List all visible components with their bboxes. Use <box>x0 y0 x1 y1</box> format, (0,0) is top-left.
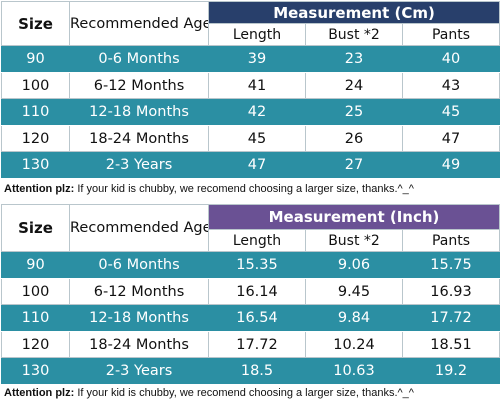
size-table-inch: Size Recommended Age Measurement (Inch) … <box>1 204 500 385</box>
pants-cell: 15.75 <box>401 251 500 279</box>
pants-cell: 17.72 <box>401 304 500 332</box>
recommended-age-header: Recommended Age <box>69 1 209 46</box>
size-cell: 110 <box>1 98 70 126</box>
table-row: 90 0-6 Months 15.35 9.06 15.75 <box>1 251 500 279</box>
bust-header: Bust *2 <box>305 229 403 252</box>
age-cell: 0-6 Months <box>69 251 209 279</box>
measurement-header: Measurement (Inch) <box>207 204 500 230</box>
bust-cell: 25 <box>305 98 403 126</box>
measurement-header: Measurement (Cm) <box>207 1 500 24</box>
age-cell: 6-12 Months <box>69 278 209 305</box>
size-cell: 120 <box>1 331 70 358</box>
size-cell: 90 <box>1 251 70 279</box>
size-header: Size <box>1 204 70 252</box>
age-cell: 2-3 Years <box>69 357 209 385</box>
attention-label: Attention plz: <box>4 183 75 195</box>
attention-label: Attention plz: <box>4 387 75 399</box>
length-cell: 42 <box>208 98 306 126</box>
size-cell: 100 <box>1 278 70 305</box>
pants-cell: 43 <box>401 72 500 99</box>
length-cell: 16.14 <box>208 278 306 305</box>
table-row: 130 2-3 Years 18.5 10.63 19.2 <box>1 357 500 385</box>
bust-cell: 10.63 <box>305 357 403 385</box>
age-cell: 6-12 Months <box>69 72 209 99</box>
table-row: 130 2-3 Years 47 27 49 <box>1 151 500 179</box>
age-cell: 18-24 Months <box>69 125 209 152</box>
recommended-age-header: Recommended Age <box>69 204 209 252</box>
bust-header: Bust *2 <box>305 23 403 46</box>
length-cell: 15.35 <box>208 251 306 279</box>
size-cell: 130 <box>1 357 70 385</box>
bust-cell: 27 <box>305 151 403 179</box>
pants-cell: 45 <box>401 98 500 126</box>
size-cell: 130 <box>1 151 70 179</box>
pants-cell: 47 <box>401 125 500 152</box>
length-cell: 39 <box>208 45 306 73</box>
age-cell: 12-18 Months <box>69 304 209 332</box>
size-table-cm: Size Recommended Age Measurement (Cm) Le… <box>1 1 500 179</box>
length-header: Length <box>208 229 306 252</box>
size-cell: 90 <box>1 45 70 73</box>
table-row: 100 6-12 Months 41 24 43 <box>1 72 500 99</box>
table-row: 110 12-18 Months 42 25 45 <box>1 98 500 126</box>
attention-text: If your kid is chubby, we recomend choos… <box>74 387 414 399</box>
bust-cell: 10.24 <box>305 331 403 358</box>
size-header: Size <box>1 1 70 46</box>
bust-cell: 9.45 <box>305 278 403 305</box>
age-cell: 18-24 Months <box>69 331 209 358</box>
length-header: Length <box>208 23 306 46</box>
pants-header: Pants <box>401 23 500 46</box>
table-row: 120 18-24 Months 45 26 47 <box>1 125 500 152</box>
bust-cell: 24 <box>305 72 403 99</box>
attention-text: If your kid is chubby, we recomend choos… <box>74 183 414 195</box>
pants-cell: 40 <box>401 45 500 73</box>
length-cell: 16.54 <box>208 304 306 332</box>
size-chart-inch: Size Recommended Age Measurement (Inch) … <box>1 204 500 385</box>
table-row: 90 0-6 Months 39 23 40 <box>1 45 500 73</box>
pants-header: Pants <box>401 229 500 252</box>
bust-cell: 9.84 <box>305 304 403 332</box>
bust-cell: 23 <box>305 45 403 73</box>
pants-cell: 19.2 <box>401 357 500 385</box>
age-cell: 2-3 Years <box>69 151 209 179</box>
size-chart-cm: Size Recommended Age Measurement (Cm) Le… <box>1 1 500 179</box>
size-cell: 110 <box>1 304 70 332</box>
size-cell: 100 <box>1 72 70 99</box>
size-cell: 120 <box>1 125 70 152</box>
table-row: 100 6-12 Months 16.14 9.45 16.93 <box>1 278 500 305</box>
pants-cell: 18.51 <box>401 331 500 358</box>
age-cell: 12-18 Months <box>69 98 209 126</box>
attention-note: Attention plz: If your kid is chubby, we… <box>4 387 414 399</box>
pants-cell: 49 <box>401 151 500 179</box>
length-cell: 47 <box>208 151 306 179</box>
pants-cell: 16.93 <box>401 278 500 305</box>
length-cell: 18.5 <box>208 357 306 385</box>
age-cell: 0-6 Months <box>69 45 209 73</box>
length-cell: 17.72 <box>208 331 306 358</box>
bust-cell: 26 <box>305 125 403 152</box>
bust-cell: 9.06 <box>305 251 403 279</box>
table-row: 110 12-18 Months 16.54 9.84 17.72 <box>1 304 500 332</box>
length-cell: 41 <box>208 72 306 99</box>
table-row: 120 18-24 Months 17.72 10.24 18.51 <box>1 331 500 358</box>
attention-note: Attention plz: If your kid is chubby, we… <box>4 183 414 195</box>
length-cell: 45 <box>208 125 306 152</box>
